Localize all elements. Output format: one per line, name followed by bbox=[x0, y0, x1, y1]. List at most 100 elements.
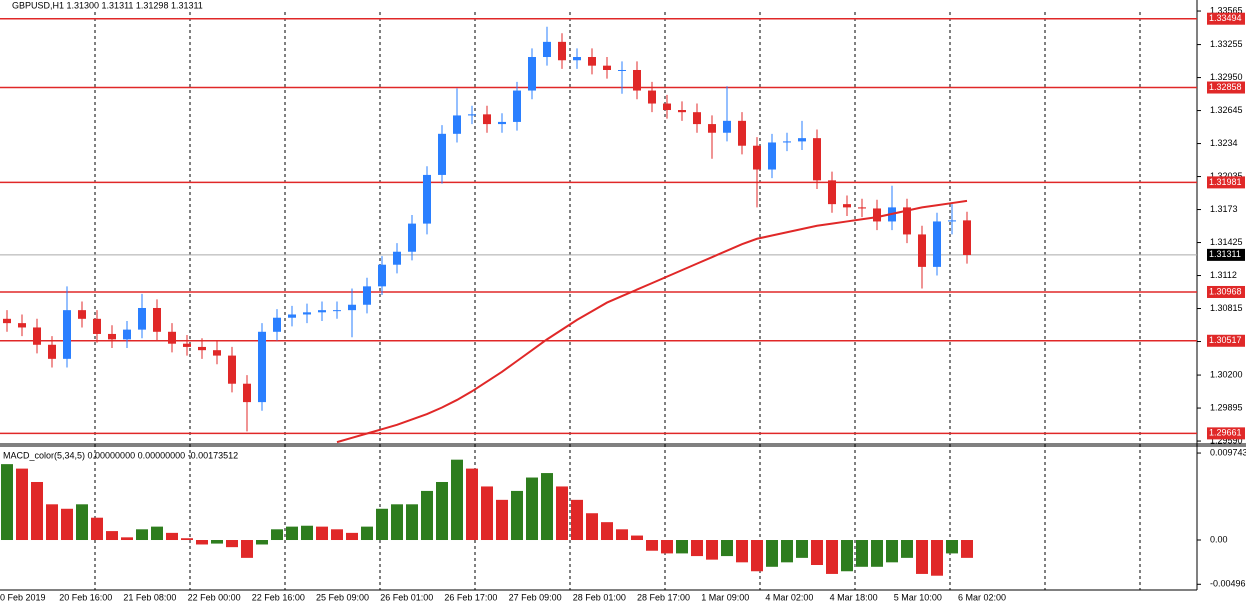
candle-body bbox=[333, 310, 341, 312]
y-tick-label: 1.33255 bbox=[1210, 39, 1243, 49]
time-grid bbox=[94, 12, 1141, 590]
macd-bar bbox=[631, 535, 643, 541]
candle-body bbox=[423, 174, 431, 224]
candle-body bbox=[588, 57, 596, 66]
candle-body bbox=[573, 57, 581, 61]
macd-bar bbox=[91, 517, 103, 541]
macd-bar bbox=[256, 540, 268, 545]
candle-body bbox=[738, 120, 746, 146]
macd-bar bbox=[121, 537, 133, 541]
macd-bar bbox=[361, 526, 373, 541]
level-label: 1.31981 bbox=[1209, 177, 1242, 187]
x-tick-label: 20 Feb 16:00 bbox=[59, 592, 112, 602]
level-label-bg bbox=[1207, 285, 1245, 298]
candle-body bbox=[948, 220, 956, 222]
candle-body bbox=[708, 124, 716, 133]
macd-bar bbox=[541, 473, 553, 541]
x-tick-label: 22 Feb 00:00 bbox=[188, 592, 241, 602]
y-tick-label: 0.009743 bbox=[1210, 447, 1246, 457]
macd-bar bbox=[406, 504, 418, 541]
last-price-bg bbox=[1207, 248, 1245, 261]
last-price-label: 1.31311 bbox=[1209, 249, 1241, 259]
candle-body bbox=[33, 327, 41, 345]
macd-bar bbox=[136, 529, 148, 541]
macd-bar bbox=[946, 540, 958, 554]
candle-body bbox=[363, 286, 371, 305]
macd-bar bbox=[226, 540, 238, 548]
x-tick-label: 4 Mar 18:00 bbox=[830, 592, 878, 602]
candle-body bbox=[468, 114, 476, 116]
level-label-bg bbox=[1207, 427, 1245, 440]
x-tick-label: 4 Mar 02:00 bbox=[765, 592, 813, 602]
candle-body bbox=[813, 138, 821, 181]
macd-bar bbox=[376, 508, 388, 541]
macd-bar bbox=[286, 526, 298, 541]
x-tick-label: 1 Mar 09:00 bbox=[701, 592, 749, 602]
y-tick-label: 1.32645 bbox=[1210, 105, 1243, 115]
x-tick-label: 25 Feb 09:00 bbox=[316, 592, 369, 602]
macd-bar bbox=[16, 468, 28, 541]
candle-body bbox=[138, 307, 146, 330]
level-label-bg bbox=[1207, 334, 1245, 347]
candle-body bbox=[183, 343, 191, 347]
macd-bar bbox=[916, 540, 928, 574]
x-tick-label: 22 Feb 16:00 bbox=[252, 592, 305, 602]
macd-bar bbox=[886, 540, 898, 563]
macd-bar bbox=[46, 504, 58, 541]
y-tick-label: 1.30815 bbox=[1210, 303, 1243, 313]
macd-bar bbox=[766, 540, 778, 567]
candle-body bbox=[603, 65, 611, 70]
macd-bar bbox=[676, 540, 688, 554]
macd-bar bbox=[466, 468, 478, 541]
candle-body bbox=[528, 57, 536, 91]
candle-body bbox=[78, 310, 86, 319]
candle-body bbox=[93, 318, 101, 334]
y-tick-label: 1.29590 bbox=[1210, 435, 1243, 445]
candle-body bbox=[753, 145, 761, 170]
x-tick-label: 28 Feb 01:00 bbox=[573, 592, 626, 602]
y-tick-label: -0.00496 bbox=[1210, 579, 1246, 589]
candle-body bbox=[258, 331, 266, 403]
macd-bar bbox=[841, 540, 853, 572]
macd-bar bbox=[781, 540, 793, 563]
level-label-bg bbox=[1207, 12, 1245, 25]
candle-body bbox=[558, 41, 566, 61]
macd-bar bbox=[511, 490, 523, 541]
indicator-title: MACD_color(5,34,5) 0.00000000 0.00000000… bbox=[3, 450, 238, 460]
macd-bar bbox=[166, 532, 178, 541]
y-tick-label: 0.00 bbox=[1210, 534, 1228, 544]
x-tick-label: 27 Feb 09:00 bbox=[509, 592, 562, 602]
candle-body bbox=[213, 350, 221, 356]
level-label: 1.32858 bbox=[1209, 82, 1242, 92]
macd-bar bbox=[301, 525, 313, 541]
macd-bar bbox=[331, 529, 343, 541]
candle-body bbox=[543, 41, 551, 58]
candle-body bbox=[918, 234, 926, 267]
level-label-bg bbox=[1207, 81, 1245, 94]
macd-bar bbox=[601, 522, 613, 541]
candle-body bbox=[693, 112, 701, 125]
candle-body bbox=[63, 310, 71, 359]
candle-body bbox=[393, 251, 401, 265]
candle-body bbox=[858, 207, 866, 209]
candle-body bbox=[288, 314, 296, 318]
macd-bar bbox=[751, 540, 763, 572]
macd-bar bbox=[451, 459, 463, 541]
level-label: 1.33494 bbox=[1209, 13, 1242, 23]
macd-bar bbox=[931, 540, 943, 576]
macd-bar bbox=[646, 540, 658, 551]
macd-bar bbox=[901, 540, 913, 558]
macd-bar bbox=[961, 540, 973, 558]
candle-body bbox=[618, 69, 626, 71]
x-tick-label: 26 Feb 17:00 bbox=[444, 592, 497, 602]
macd-bar bbox=[211, 540, 223, 544]
macd-bar bbox=[181, 538, 193, 541]
candle-body bbox=[3, 318, 11, 324]
macd-bar bbox=[316, 526, 328, 541]
y-tick-label: 1.29895 bbox=[1210, 402, 1243, 412]
candle-body bbox=[438, 133, 446, 175]
y-tick-label: 1.32950 bbox=[1210, 72, 1243, 82]
candle-body bbox=[843, 204, 851, 208]
